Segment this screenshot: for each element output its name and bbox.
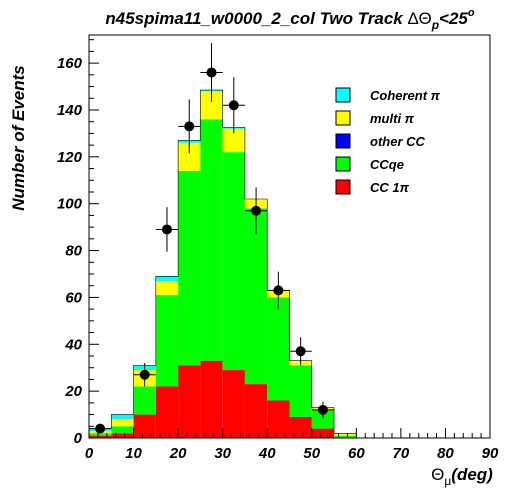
y-tick-label: 20 (64, 383, 82, 400)
bar-1-1 (111, 426, 134, 434)
x-tick-label: 40 (258, 445, 276, 462)
x-tick-label: 70 (393, 445, 410, 462)
bar-0-5 (200, 360, 223, 438)
data-point-6 (251, 205, 262, 216)
legend: Coherent π multi π other CC CCqe CC 1π (335, 87, 441, 195)
x-tick-label: 10 (125, 445, 142, 462)
y-tick-label: 160 (57, 55, 83, 72)
y-axis-label: Number of Events (9, 65, 28, 210)
bar-0-2 (133, 414, 156, 438)
bar-1-6 (222, 152, 245, 371)
bar-3-11 (334, 433, 357, 436)
x-tick-label: 80 (437, 445, 454, 462)
x-tick-label: 50 (303, 445, 320, 462)
legend-label-3: CCqe (370, 157, 404, 172)
y-tick-label: 140 (57, 102, 83, 119)
data-point-1 (139, 369, 150, 380)
plot-frame (88, 34, 491, 439)
chart-title: n45spima11_w0000_2_col Two Track ΔΘp<25o (105, 7, 475, 32)
axis-ticks: 0 10 20 30 40 50 60 70 80 90 0 20 40 60 80 100 120 140 160 (57, 39, 499, 462)
bar-1-2 (133, 386, 156, 415)
legend-label-4: CC 1π (370, 180, 410, 195)
bar-1-3 (155, 295, 179, 387)
y-tick-label: 40 (64, 336, 82, 353)
y-tick-label: 60 (65, 289, 82, 306)
data-point-2 (161, 224, 172, 235)
data-point-0 (95, 423, 106, 434)
bar-1-4 (178, 170, 201, 366)
y-tick-label: 120 (57, 149, 83, 166)
x-tick-label: 0 (85, 445, 94, 462)
bar-4-3 (155, 276, 179, 282)
y-tick-label: 100 (57, 196, 83, 213)
stacked-bars (88, 89, 357, 438)
x-tick-label: 30 (214, 445, 231, 462)
bar-1-5 (200, 119, 223, 361)
bar-1-8 (267, 297, 290, 401)
data-point-4 (206, 67, 217, 78)
legend-swatch-2 (335, 133, 351, 149)
data-point-9 (317, 404, 328, 415)
bar-0-0 (89, 435, 112, 438)
legend-swatch-3 (335, 156, 351, 172)
legend-swatch-4 (335, 179, 351, 195)
bar-1-7 (244, 208, 268, 385)
bar-0-10 (311, 428, 335, 438)
y-tick-label: 0 (74, 430, 83, 447)
x-tick-label: 90 (482, 445, 499, 462)
bar-4-1 (111, 414, 134, 420)
bar-3-4 (178, 142, 201, 171)
bar-3-6 (222, 128, 245, 153)
x-tick-label: 60 (348, 445, 365, 462)
bar-0-4 (178, 365, 201, 438)
y-tick-label: 80 (65, 243, 82, 260)
data-point-8 (295, 346, 306, 357)
data-points (89, 43, 335, 434)
x-tick-label: 20 (169, 445, 187, 462)
legend-swatch-0 (335, 87, 351, 103)
bar-0-8 (267, 400, 290, 438)
bar-3-3 (155, 281, 179, 296)
bar-0-3 (155, 386, 179, 438)
data-point-3 (184, 121, 195, 132)
bar-0-1 (111, 433, 134, 438)
bar-3-5 (200, 91, 223, 120)
data-point-7 (273, 285, 284, 296)
legend-label-0: Coherent π (370, 88, 441, 103)
bar-0-6 (222, 370, 245, 438)
x-axis-label: Θμ(deg) (431, 465, 493, 488)
bar-1-11 (334, 435, 357, 438)
bar-1-9 (289, 365, 312, 417)
bar-0-7 (244, 384, 268, 438)
legend-label-1: multi π (370, 111, 415, 126)
bar-0-9 (289, 416, 312, 438)
bar-1-0 (89, 433, 112, 436)
bar-1-10 (311, 409, 335, 429)
legend-swatch-1 (335, 110, 351, 126)
histogram-outline (88, 89, 357, 438)
legend-label-2: other CC (370, 134, 426, 149)
bar-3-1 (111, 419, 134, 427)
data-point-5 (228, 100, 239, 111)
